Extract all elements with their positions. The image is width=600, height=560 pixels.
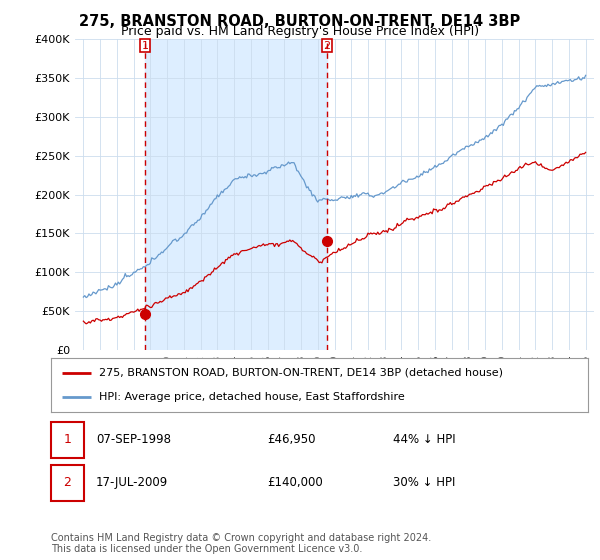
Text: Contains HM Land Registry data © Crown copyright and database right 2024.
This d: Contains HM Land Registry data © Crown c… bbox=[51, 533, 431, 554]
Text: £46,950: £46,950 bbox=[267, 433, 316, 446]
Text: 1: 1 bbox=[64, 433, 71, 446]
Text: 275, BRANSTON ROAD, BURTON-ON-TRENT, DE14 3BP (detached house): 275, BRANSTON ROAD, BURTON-ON-TRENT, DE1… bbox=[100, 368, 503, 378]
Text: HPI: Average price, detached house, East Staffordshire: HPI: Average price, detached house, East… bbox=[100, 392, 405, 402]
Text: 17-JUL-2009: 17-JUL-2009 bbox=[96, 476, 168, 489]
Text: 07-SEP-1998: 07-SEP-1998 bbox=[96, 433, 171, 446]
Text: 44% ↓ HPI: 44% ↓ HPI bbox=[393, 433, 455, 446]
Text: 2: 2 bbox=[64, 476, 71, 489]
Text: £140,000: £140,000 bbox=[267, 476, 323, 489]
Text: 1: 1 bbox=[142, 41, 149, 51]
Text: 30% ↓ HPI: 30% ↓ HPI bbox=[393, 476, 455, 489]
Text: Price paid vs. HM Land Registry's House Price Index (HPI): Price paid vs. HM Land Registry's House … bbox=[121, 25, 479, 38]
Bar bbox=[145, 39, 327, 350]
Text: 275, BRANSTON ROAD, BURTON-ON-TRENT, DE14 3BP: 275, BRANSTON ROAD, BURTON-ON-TRENT, DE1… bbox=[79, 14, 521, 29]
Text: 2: 2 bbox=[323, 41, 331, 51]
